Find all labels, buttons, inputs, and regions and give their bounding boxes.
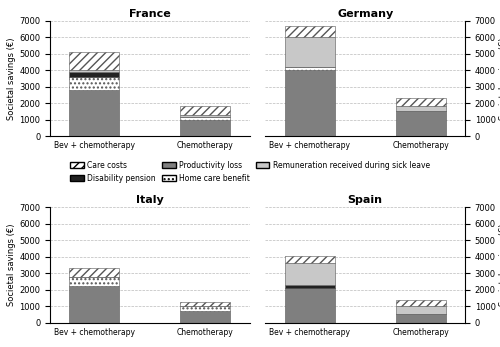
Legend: Care costs, Disability pension, Productivity loss, Home care benefit, Remunerati: Care costs, Disability pension, Producti… — [69, 159, 431, 184]
Bar — [285, 26, 335, 37]
Bar — [285, 285, 335, 288]
Bar — [70, 268, 119, 277]
Bar — [70, 287, 119, 323]
Title: Germany: Germany — [337, 9, 394, 19]
Bar — [70, 277, 119, 287]
Title: Spain: Spain — [348, 195, 382, 205]
Bar — [70, 77, 119, 90]
Bar — [285, 288, 335, 323]
Bar — [285, 263, 335, 285]
Title: France: France — [129, 9, 170, 19]
Bar — [180, 107, 230, 116]
Bar — [70, 70, 119, 72]
Bar — [285, 70, 335, 136]
Y-axis label: Societal savings (€): Societal savings (€) — [498, 224, 500, 306]
Bar — [396, 107, 446, 111]
Y-axis label: Societal savings (€): Societal savings (€) — [8, 37, 16, 120]
Bar — [396, 111, 446, 136]
Bar — [396, 301, 446, 306]
Y-axis label: Societal savings (€): Societal savings (€) — [8, 224, 16, 306]
Bar — [396, 98, 446, 107]
Bar — [285, 67, 335, 70]
Bar — [70, 90, 119, 136]
Bar — [180, 120, 230, 136]
Bar — [180, 306, 230, 311]
Y-axis label: Societal savings (€): Societal savings (€) — [498, 37, 500, 120]
Bar — [180, 116, 230, 117]
Bar — [285, 256, 335, 263]
Bar — [70, 52, 119, 70]
Bar — [396, 306, 446, 314]
Bar — [396, 314, 446, 323]
Bar — [70, 72, 119, 77]
Bar — [285, 37, 335, 67]
Bar — [180, 311, 230, 323]
Title: Italy: Italy — [136, 195, 164, 205]
Bar — [180, 117, 230, 120]
Bar — [180, 302, 230, 306]
